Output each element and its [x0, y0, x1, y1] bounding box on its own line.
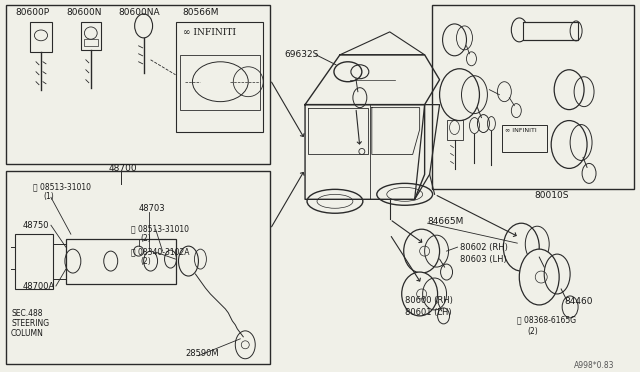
Bar [502, 125, 547, 153]
Text: A998*0.83: A998*0.83 [573, 361, 614, 370]
Polygon shape [305, 55, 440, 105]
Bar [175, 22, 263, 132]
Ellipse shape [503, 223, 540, 271]
Text: Ⓜ 08340-3102A: Ⓜ 08340-3102A [131, 247, 189, 256]
Bar [524, 22, 578, 40]
Text: (2): (2) [141, 257, 152, 266]
Polygon shape [305, 105, 424, 199]
Bar [81, 22, 100, 50]
Bar [447, 119, 463, 140]
Text: 80602 (RH): 80602 (RH) [460, 243, 508, 252]
Text: 28590M: 28590M [186, 349, 219, 358]
Text: SEC.488: SEC.488 [11, 309, 43, 318]
Text: 48750: 48750 [23, 221, 49, 230]
Text: 48700: 48700 [109, 164, 138, 173]
Ellipse shape [307, 189, 363, 213]
Bar [15, 234, 53, 289]
Ellipse shape [334, 62, 362, 82]
Text: 84665M: 84665M [428, 217, 464, 226]
Text: 84460: 84460 [564, 297, 593, 306]
Text: 80600 (RH): 80600 (RH) [404, 296, 452, 305]
Text: COLUMN: COLUMN [11, 329, 44, 338]
Ellipse shape [443, 24, 467, 56]
Text: 80601 (LH): 80601 (LH) [404, 308, 451, 317]
Bar [6, 5, 270, 164]
Bar [180, 55, 260, 110]
Ellipse shape [377, 183, 433, 205]
Bar [431, 5, 634, 189]
Text: ∞ INFINITI: ∞ INFINITI [506, 128, 537, 132]
Ellipse shape [551, 121, 587, 169]
Text: Ⓜ 08513-31010: Ⓜ 08513-31010 [33, 182, 91, 191]
Text: 80010S: 80010S [534, 191, 569, 201]
Text: 80600P: 80600P [15, 8, 49, 17]
Bar [30, 22, 52, 52]
Bar [6, 171, 270, 364]
Ellipse shape [554, 70, 584, 110]
Text: (2): (2) [527, 327, 538, 336]
Text: Ⓜ 08368-6165G: Ⓜ 08368-6165G [517, 315, 577, 324]
Text: 48700A: 48700A [23, 282, 55, 291]
Ellipse shape [519, 249, 559, 305]
Text: 48703: 48703 [139, 204, 165, 213]
Text: 80603 (LH): 80603 (LH) [460, 255, 506, 264]
Text: 80566M: 80566M [182, 8, 219, 17]
Bar [84, 39, 98, 46]
Text: (1): (1) [43, 192, 54, 201]
Text: 80600NA: 80600NA [118, 8, 161, 17]
Text: STEERING: STEERING [11, 319, 49, 328]
Text: 80600N: 80600N [66, 8, 101, 17]
Ellipse shape [402, 272, 438, 316]
Text: 69632S: 69632S [284, 50, 319, 59]
Text: (2): (2) [141, 234, 152, 243]
Text: Ⓜ 08513-31010: Ⓜ 08513-31010 [131, 224, 189, 233]
Bar [66, 239, 175, 284]
Text: ∞ INFINITI: ∞ INFINITI [184, 28, 236, 37]
Ellipse shape [440, 69, 479, 121]
Ellipse shape [404, 229, 440, 273]
